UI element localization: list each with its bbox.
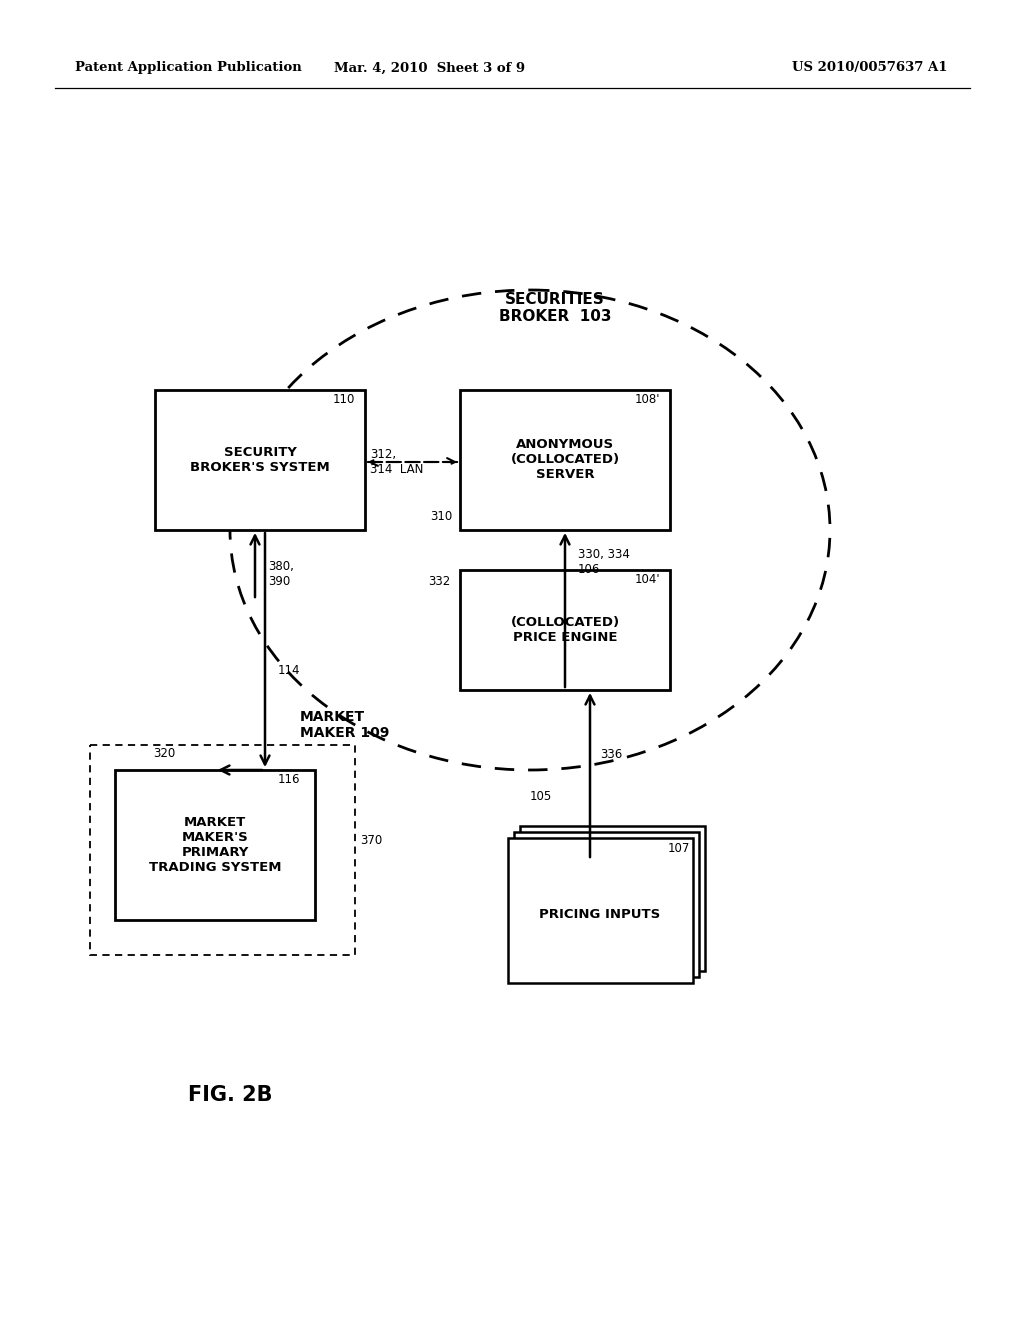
Text: 320: 320 — [153, 747, 175, 760]
Bar — [460, 389, 670, 531]
Bar — [90, 744, 355, 954]
Text: SECURITY
BROKER'S SYSTEM: SECURITY BROKER'S SYSTEM — [190, 446, 330, 474]
Bar — [155, 389, 365, 531]
Bar — [508, 837, 692, 982]
Text: US 2010/0057637 A1: US 2010/0057637 A1 — [793, 62, 948, 74]
Text: MARKET
MAKER'S
PRIMARY
TRADING SYSTEM: MARKET MAKER'S PRIMARY TRADING SYSTEM — [148, 816, 282, 874]
Text: 310: 310 — [430, 510, 452, 523]
Text: 332: 332 — [428, 576, 450, 587]
Bar — [519, 825, 705, 970]
Text: 107: 107 — [668, 842, 690, 855]
Bar — [115, 770, 315, 920]
Text: PRICING INPUTS: PRICING INPUTS — [540, 908, 660, 921]
Text: 370: 370 — [360, 833, 382, 846]
Text: 104': 104' — [635, 573, 660, 586]
Text: 114: 114 — [278, 664, 300, 676]
Text: FIG. 2B: FIG. 2B — [187, 1085, 272, 1105]
Text: 108': 108' — [635, 393, 660, 407]
Text: 116: 116 — [278, 774, 300, 785]
Text: Mar. 4, 2010  Sheet 3 of 9: Mar. 4, 2010 Sheet 3 of 9 — [335, 62, 525, 74]
Text: 312,
314  LAN: 312, 314 LAN — [370, 447, 423, 477]
Text: 110: 110 — [333, 393, 355, 407]
Text: 336: 336 — [600, 748, 623, 762]
Text: ANONYMOUS
(COLLOCATED)
SERVER: ANONYMOUS (COLLOCATED) SERVER — [510, 438, 620, 482]
Text: Patent Application Publication: Patent Application Publication — [75, 62, 302, 74]
Bar — [513, 832, 698, 977]
Bar — [460, 570, 670, 690]
Text: 380,
390: 380, 390 — [268, 560, 294, 587]
Text: MARKET
MAKER 109: MARKET MAKER 109 — [300, 710, 389, 741]
Text: 105: 105 — [530, 789, 552, 803]
Text: (COLLOCATED)
PRICE ENGINE: (COLLOCATED) PRICE ENGINE — [510, 616, 620, 644]
Text: SECURITIES
BROKER  103: SECURITIES BROKER 103 — [499, 292, 611, 325]
Text: 330, 334
106: 330, 334 106 — [578, 548, 630, 576]
